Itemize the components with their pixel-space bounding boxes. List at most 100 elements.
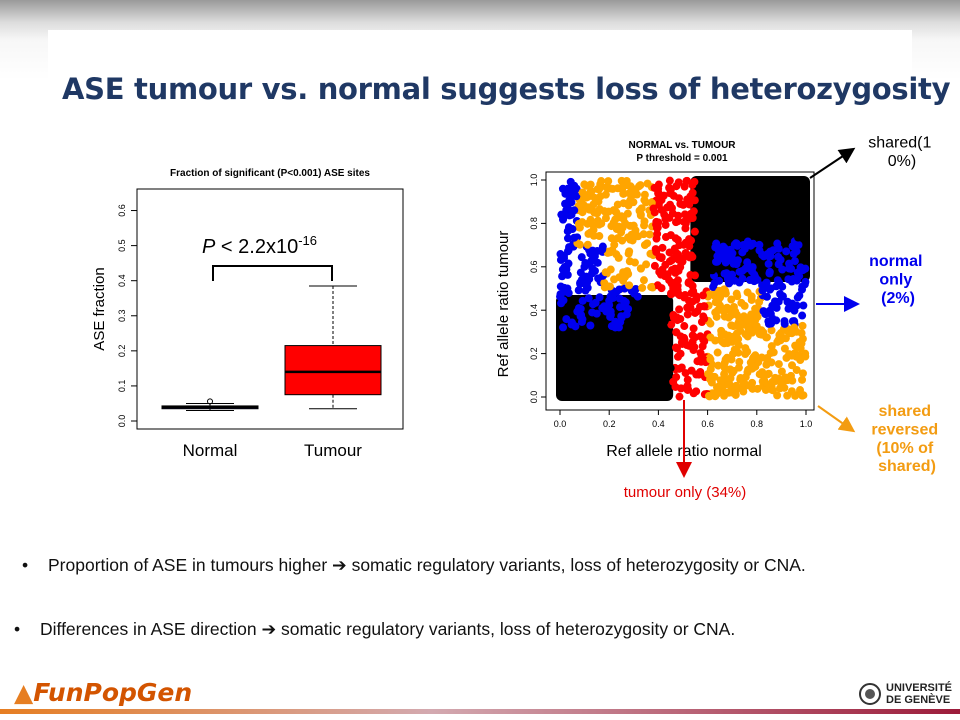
scatter-point: [584, 294, 593, 303]
scatter-point: [636, 365, 645, 374]
boxplot-marks: [161, 285, 382, 411]
scatter-point: [610, 240, 619, 249]
scatter-point: [666, 189, 675, 198]
scatter-point: [637, 373, 646, 382]
scatter-point: [788, 317, 797, 326]
scatter-point: [719, 307, 728, 316]
scatter-point: [744, 323, 753, 332]
y-tick-label: 0.1: [117, 380, 127, 393]
scatter-point: [597, 379, 606, 388]
scatter-point: [774, 297, 783, 306]
scatter-point: [731, 307, 740, 316]
scatter-point: [709, 282, 718, 291]
scatter-point: [647, 283, 656, 292]
scatter-point: [680, 217, 689, 226]
scatter-point: [724, 279, 733, 288]
scatter-point: [625, 247, 634, 256]
box-plot-chart: Fraction of significant (P<0.001) ASE si…: [91, 168, 404, 460]
scatter-point: [665, 304, 674, 313]
scatter-point: [630, 258, 639, 267]
scatter-point: [629, 221, 638, 230]
scatter-point: [763, 250, 772, 259]
scatter-point: [712, 390, 721, 399]
scatter-point: [584, 229, 593, 238]
scatter-point: [692, 370, 701, 379]
scatter-point: [690, 227, 699, 236]
scatter-point: [759, 307, 768, 316]
scatter-point: [698, 205, 707, 214]
scatter-point: [652, 300, 661, 309]
scatter-point: [768, 386, 777, 395]
scatter-point: [700, 302, 709, 311]
scatter-point: [760, 371, 769, 380]
scatter-point: [799, 183, 808, 192]
scatter-point: [700, 314, 709, 323]
scatter-point: [606, 310, 615, 319]
scatter-point: [639, 230, 648, 239]
scatter-point: [712, 312, 721, 321]
scatter-point: [571, 343, 580, 352]
scatter-point: [583, 240, 592, 249]
scatter-point: [601, 268, 610, 277]
scatter-point: [714, 382, 723, 391]
scatter-point: [665, 213, 674, 222]
scatter-point: [675, 241, 684, 250]
scatter-point: [595, 232, 604, 241]
scatter-point: [636, 210, 645, 219]
tumour-only-label: tumour only (34%): [624, 484, 747, 501]
scatter-point: [601, 386, 610, 395]
scatter-point: [798, 321, 807, 330]
scatter-point: [688, 181, 697, 190]
scatter-point: [761, 385, 770, 394]
scatter-point: [604, 177, 613, 186]
scatter-point: [718, 338, 727, 347]
p-value-text: < 2.2x10: [215, 236, 298, 258]
scatter-point: [566, 387, 575, 396]
scatter-point: [640, 217, 649, 226]
scatter-point: [654, 180, 663, 189]
scatter-point: [585, 205, 594, 214]
scatter-point: [693, 357, 702, 366]
scatter-point: [598, 304, 607, 313]
scatter-point: [658, 265, 667, 274]
scatter-point: [586, 215, 595, 224]
scatter-point: [690, 196, 699, 205]
scatter-point: [574, 286, 583, 295]
scatter-point: [671, 343, 680, 352]
scatter-point: [650, 261, 659, 270]
scatter-point: [715, 287, 724, 296]
scatter-point: [724, 334, 733, 343]
scatter-point: [780, 210, 789, 219]
scatter-point: [619, 276, 628, 285]
scatter-point: [789, 195, 798, 204]
scatter-point: [581, 286, 590, 295]
scatter-point: [729, 366, 738, 375]
scatter-point: [748, 364, 757, 373]
scatter-point: [623, 209, 632, 218]
scatter-point: [588, 246, 597, 255]
scatter-point: [687, 236, 696, 245]
scatter-point: [719, 242, 728, 251]
scatter-point: [684, 296, 693, 305]
scatter-point: [675, 305, 684, 314]
scatter-point: [683, 310, 692, 319]
scatter-point: [559, 296, 568, 305]
scatter-point: [570, 233, 579, 242]
scatter-title: NORMAL vs. TUMOUR: [628, 140, 736, 151]
significance-bracket: [212, 265, 333, 281]
scatter-point: [586, 321, 595, 330]
scatter-point: [748, 182, 757, 191]
scatter-points: [556, 176, 810, 401]
scatter-point: [735, 357, 744, 366]
scatter-point: [556, 250, 565, 259]
scatter-point: [683, 195, 692, 204]
scatter-point: [674, 217, 683, 226]
p-value-exponent: -16: [298, 233, 317, 248]
scatter-point: [631, 340, 640, 349]
scatter-point: [699, 241, 708, 250]
y-tick-label: 0.5: [117, 239, 127, 252]
x-tick-label: 0.2: [603, 419, 616, 429]
scatter-point: [665, 248, 674, 257]
scatter-point: [740, 301, 749, 310]
scatter-point: [680, 322, 689, 331]
